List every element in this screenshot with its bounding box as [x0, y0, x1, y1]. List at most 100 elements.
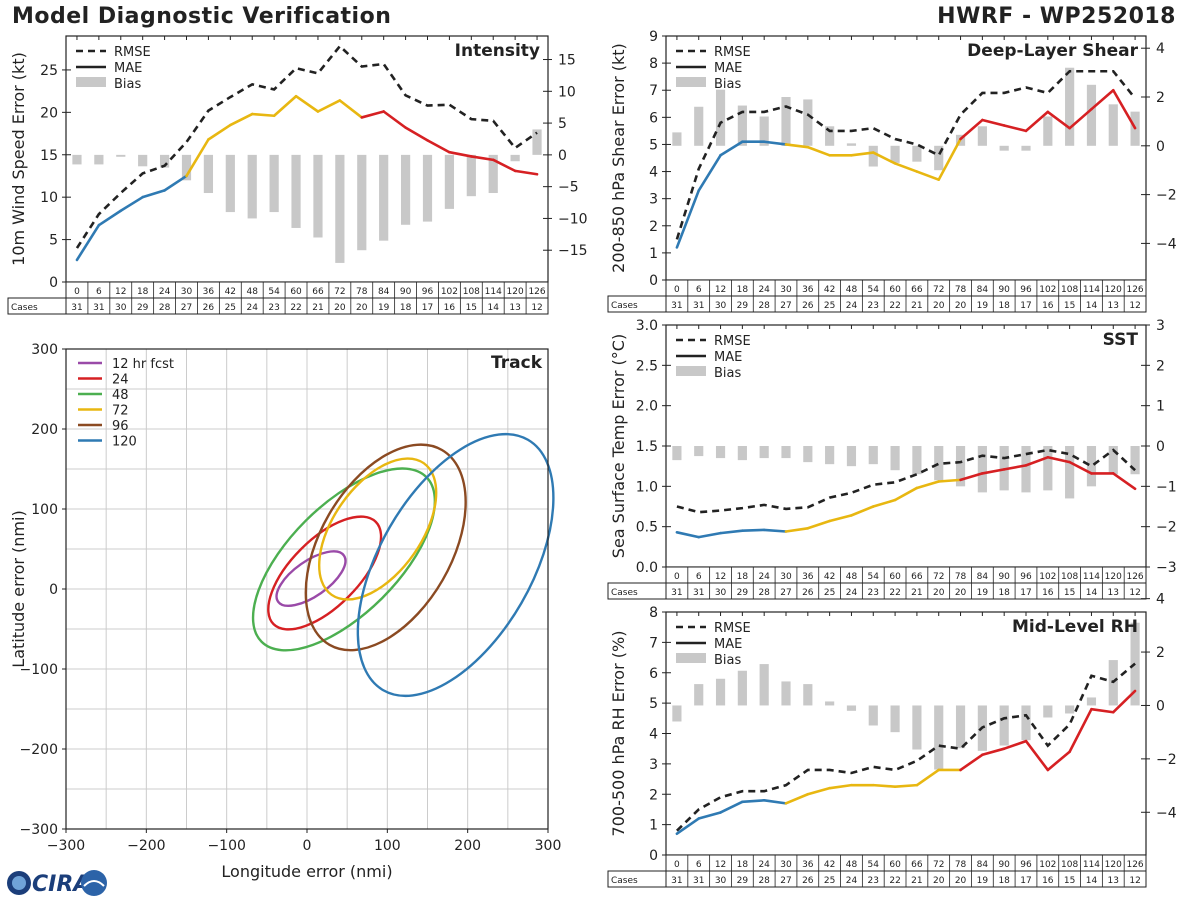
bias-bar [868, 446, 878, 465]
bias-bar [694, 446, 704, 457]
y-tick-label: 6 [649, 110, 658, 126]
lead-time-label: 6 [696, 285, 702, 295]
bias-bar [890, 446, 900, 471]
chart-title: Track [491, 353, 543, 373]
bias-bar [890, 145, 900, 163]
lead-time-label: 72 [334, 287, 345, 297]
error-ellipse-24 [267, 515, 383, 631]
case-count: 29 [737, 301, 749, 311]
y2-tick-label: −3 [1156, 560, 1177, 576]
mae-segment [1090, 88, 1115, 111]
lead-time-label: 18 [737, 572, 749, 582]
bias-bar [203, 154, 214, 194]
bias-bar [466, 154, 476, 197]
lead-time-label: 114 [1083, 572, 1100, 582]
lead-time-label: 42 [824, 572, 835, 582]
bias-bar [1065, 67, 1075, 146]
mae-segment [470, 155, 495, 162]
legend-bias-label: Bias [714, 653, 741, 668]
lead-time-label: 6 [696, 572, 702, 582]
bias-bar [977, 126, 987, 146]
case-count: 20 [955, 588, 967, 598]
mae-segment [697, 811, 722, 820]
lead-time-label: 78 [356, 287, 368, 297]
cases-label: Cases [11, 303, 38, 313]
bias-bar [291, 154, 301, 228]
mae-segment [784, 143, 810, 149]
y-tick-label: 20 [40, 105, 58, 121]
case-count: 30 [715, 301, 727, 311]
bias-bar [934, 446, 944, 481]
case-count: 25 [824, 588, 835, 598]
bias-bar [868, 705, 878, 726]
lead-time-label: 102 [1039, 572, 1056, 582]
y-tick-label: 7 [649, 635, 658, 651]
mae-segment [360, 110, 385, 119]
mae-segment [229, 112, 254, 127]
mae-segment [675, 189, 701, 249]
case-count: 28 [159, 303, 171, 313]
mae-segment [1002, 464, 1028, 471]
lead-time-label: 24 [758, 285, 770, 295]
lead-time-label: 84 [977, 572, 989, 582]
lead-time-label: 42 [824, 285, 835, 295]
case-count: 20 [955, 876, 967, 886]
lead-time-label: 114 [1083, 860, 1100, 870]
legend-label: 24 [112, 373, 129, 388]
y-tick-label: −300 [20, 822, 58, 838]
bias-bar [781, 681, 791, 706]
bias-bar [72, 154, 82, 165]
case-count: 30 [115, 303, 127, 313]
case-count: 12 [1129, 301, 1140, 311]
lead-time-label: 90 [998, 860, 1010, 870]
case-count: 16 [444, 303, 456, 313]
legend-rmse-label: RMSE [714, 621, 751, 636]
bias-bar [934, 705, 944, 770]
case-count: 18 [998, 876, 1010, 886]
legend-bias-swatch [76, 77, 106, 87]
lead-time-label: 42 [225, 287, 236, 297]
bias-bar [955, 705, 966, 749]
cases-label: Cases [611, 876, 638, 886]
bias-bar [269, 154, 279, 213]
lead-time-label: 120 [1105, 860, 1122, 870]
y-tick-label: 10 [40, 190, 58, 206]
mae-segment [448, 150, 473, 158]
case-count: 21 [312, 303, 323, 313]
bias-bar [890, 705, 900, 733]
mae-segment [697, 531, 722, 539]
case-count: 31 [93, 303, 104, 313]
mae-segment [893, 783, 919, 788]
storm-id-title: HWRF - WP252018 [937, 4, 1176, 29]
bias-bar [1065, 705, 1075, 714]
bias-bar [357, 154, 367, 251]
lead-time-label: 54 [868, 860, 880, 870]
bias-bar [225, 154, 235, 213]
y2-tick-label: 1 [1156, 399, 1165, 415]
y2-tick-label: −2 [1156, 520, 1177, 536]
case-count: 19 [977, 301, 989, 311]
lead-time-label: 120 [1105, 285, 1122, 295]
mae-segment [1046, 110, 1071, 130]
bias-bar [715, 89, 726, 146]
lead-time-label: 36 [203, 287, 215, 297]
case-count: 27 [181, 303, 192, 313]
legend-rmse-label: RMSE [714, 45, 751, 60]
lead-time-label: 108 [1061, 285, 1078, 295]
mae-segment [762, 140, 788, 146]
y2-tick-label: 0 [558, 148, 567, 164]
case-count: 25 [824, 876, 835, 886]
case-count: 14 [1086, 876, 1098, 886]
mae-segment [959, 118, 984, 141]
bias-bar [694, 106, 704, 146]
case-count: 12 [1129, 876, 1140, 886]
y-tick-label: 5 [649, 137, 658, 153]
mae-segment [316, 99, 342, 113]
lead-time-label: 78 [955, 860, 967, 870]
bias-bar [715, 446, 726, 459]
y-tick-label: 0.5 [636, 520, 658, 536]
lead-time-label: 18 [737, 285, 749, 295]
y2-tick-label: 5 [558, 116, 567, 132]
case-count: 28 [758, 301, 770, 311]
